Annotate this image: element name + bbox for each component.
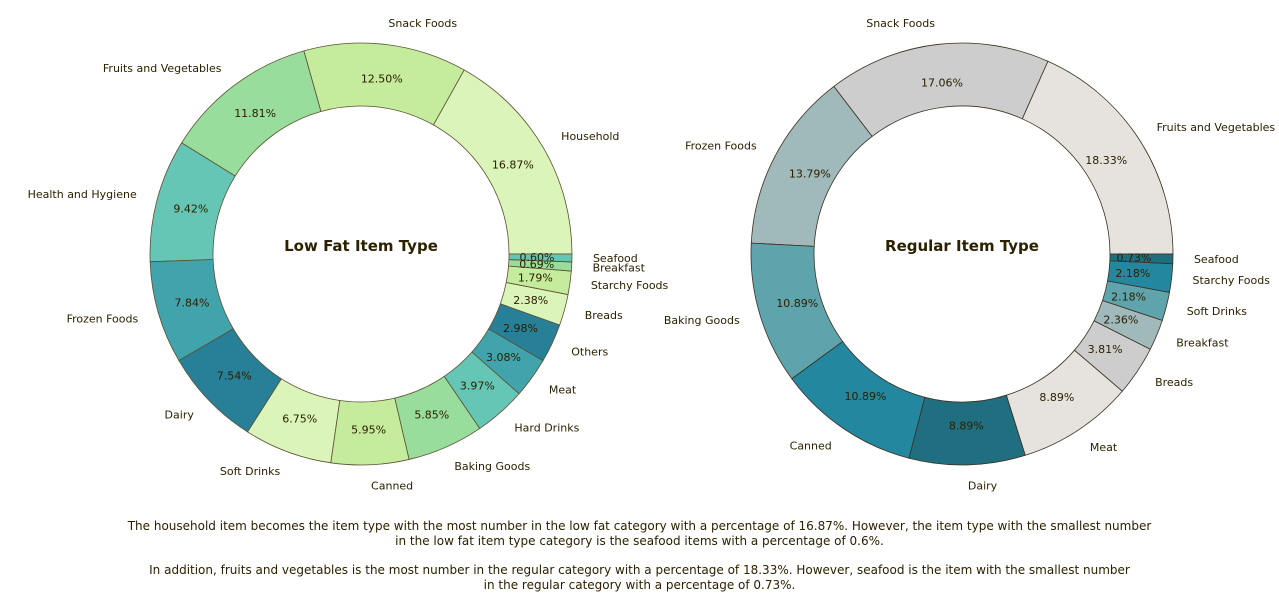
- slice-label-breads: Breads: [1155, 376, 1193, 389]
- chart-title: Low Fat Item Type: [284, 237, 438, 255]
- caption-1-line-1: The household item becomes the item type…: [127, 519, 1152, 533]
- slice-seafood: [508, 253, 573, 263]
- donut-chart-low-fat-item-type: Household 16.87% Snack Foods 12.50% Fruits a…: [28, 17, 669, 492]
- caption-1-line-2: in the low fat item type category is the…: [395, 534, 884, 548]
- caption-2-line-1: In addition, fruits and vegetables is th…: [149, 563, 1130, 577]
- slice-pct-starchy-foods: 1.79%: [518, 272, 553, 285]
- slice-pct-canned: 5.95%: [351, 423, 386, 436]
- slice-pct-breakfast: 2.36%: [1103, 314, 1138, 327]
- slice-pct-snack-foods: 17.06%: [921, 77, 963, 90]
- slice-pct-canned: 10.89%: [844, 390, 886, 403]
- chart-title: Regular Item Type: [885, 237, 1039, 255]
- slice-label-breakfast: Breakfast: [1176, 337, 1229, 350]
- slice-pct-hard-drinks: 3.97%: [460, 380, 495, 393]
- slice-pct-baking-goods: 10.89%: [776, 297, 818, 310]
- slice-label-soft-drinks: Soft Drinks: [220, 465, 281, 478]
- slice-pct-fruits-and-vegetables: 11.81%: [234, 107, 276, 120]
- slice-label-breads: Breads: [585, 309, 623, 322]
- slice-label-dairy: Dairy: [165, 408, 195, 421]
- slice-pct-meat: 3.08%: [486, 351, 521, 364]
- slice-pct-seafood: 0.73%: [1116, 251, 1151, 264]
- caption-paragraph-2: In addition, fruits and vegetables is th…: [0, 563, 1279, 593]
- slice-label-soft-drinks: Soft Drinks: [1187, 305, 1248, 318]
- slice-label-others: Others: [571, 346, 608, 359]
- slice-pct-dairy: 8.89%: [949, 419, 984, 432]
- slice-label-starchy-foods: Starchy Foods: [591, 279, 669, 292]
- caption-paragraph-1: The household item becomes the item type…: [0, 519, 1279, 549]
- slice-label-meat: Meat: [549, 384, 577, 397]
- slice-pct-soft-drinks: 6.75%: [282, 412, 317, 425]
- slice-label-frozen-foods: Frozen Foods: [685, 139, 757, 152]
- slice-snack-foods: [833, 42, 1049, 137]
- slice-pct-breads: 2.38%: [513, 294, 548, 307]
- slice-label-seafood: Seafood: [593, 252, 638, 265]
- caption-2-line-2: in the regular category with a percentag…: [483, 578, 796, 592]
- slice-label-health-and-hygiene: Health and Hygiene: [28, 188, 137, 201]
- slice-label-breakfast: Breakfast: [593, 261, 646, 274]
- slice-label-starchy-foods: Starchy Foods: [1192, 274, 1270, 287]
- slice-pct-frozen-foods: 7.84%: [175, 297, 210, 310]
- slice-label-household: Household: [561, 130, 619, 143]
- slice-pct-fruits-and-vegetables: 18.33%: [1085, 154, 1127, 167]
- slice-label-snack-foods: Snack Foods: [866, 17, 935, 30]
- slice-label-dairy: Dairy: [968, 479, 998, 492]
- slice-pct-baking-goods: 5.85%: [414, 409, 449, 422]
- slice-label-canned: Canned: [371, 479, 413, 492]
- slice-label-baking-goods: Baking Goods: [664, 314, 740, 327]
- slice-pct-others: 2.98%: [503, 322, 538, 335]
- slice-pct-household: 16.87%: [492, 159, 534, 172]
- slice-pct-dairy: 7.54%: [217, 370, 252, 383]
- slice-pct-health-and-hygiene: 9.42%: [173, 202, 208, 215]
- slice-pct-frozen-foods: 13.79%: [789, 167, 831, 180]
- slice-label-hard-drinks: Hard Drinks: [514, 422, 579, 435]
- slice-label-fruits-and-vegetables: Fruits and Vegetables: [1157, 121, 1276, 134]
- slice-label-snack-foods: Snack Foods: [388, 17, 457, 30]
- donut-charts: Household 16.87% Snack Foods 12.50% Fruits a…: [28, 17, 1276, 492]
- slice-label-fruits-and-vegetables: Fruits and Vegetables: [103, 62, 222, 75]
- slice-pct-snack-foods: 12.50%: [361, 73, 403, 86]
- slice-pct-soft-drinks: 2.18%: [1111, 290, 1146, 303]
- slice-pct-meat: 8.89%: [1039, 391, 1074, 404]
- slice-label-seafood: Seafood: [1194, 253, 1239, 266]
- donut-chart-regular-item-type: Fruits and Vegetables 18.33% Snack Foods 17…: [664, 17, 1276, 492]
- slice-pct-seafood: 0.60%: [519, 251, 554, 264]
- slice-pct-breads: 3.81%: [1088, 343, 1123, 356]
- slice-label-canned: Canned: [790, 440, 832, 453]
- slice-pct-starchy-foods: 2.18%: [1115, 267, 1150, 280]
- slice-label-frozen-foods: Frozen Foods: [67, 312, 139, 325]
- slice-seafood: [1109, 253, 1174, 265]
- slice-label-meat: Meat: [1090, 441, 1118, 454]
- slice-label-baking-goods: Baking Goods: [454, 460, 530, 473]
